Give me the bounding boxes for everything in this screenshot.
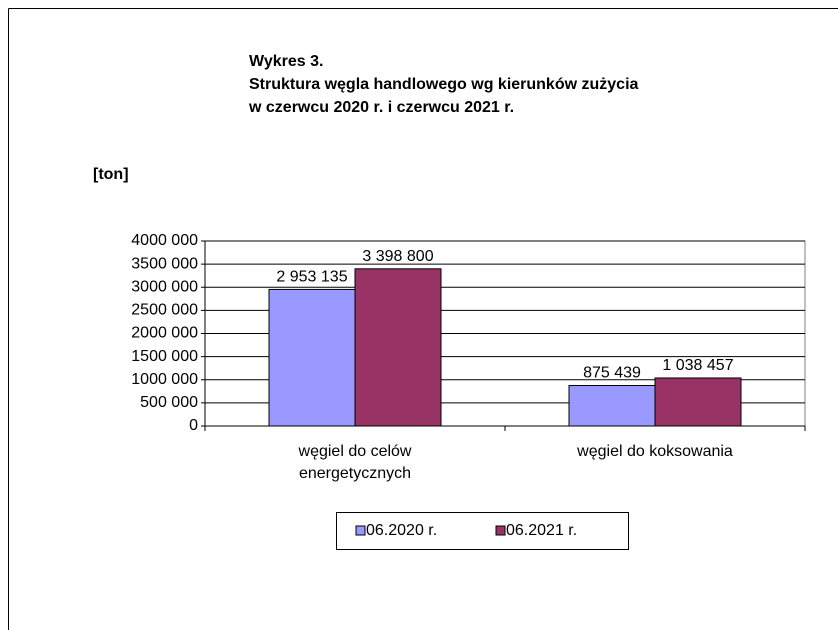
bar <box>354 268 442 427</box>
x-tick-label: węgiel do celów energetycznych <box>298 443 412 482</box>
legend-label: 06.2020 r. <box>366 522 437 539</box>
data-label: 3 398 800 <box>362 248 433 265</box>
bar <box>568 385 656 427</box>
chart-subtitle: Struktura węgla handlowego wg kierunków … <box>249 76 639 93</box>
data-label: 2 953 135 <box>276 269 347 286</box>
y-tick-label: 2000 000 <box>131 325 198 342</box>
y-tick-label: 2500 000 <box>131 302 198 319</box>
legend-swatch <box>495 525 506 536</box>
bar <box>654 377 742 427</box>
legend-label: 06.2021 r. <box>506 522 577 539</box>
bar <box>268 288 356 427</box>
chart-title: Wykres 3. <box>249 53 323 70</box>
x-tick-label: węgiel do koksowania <box>577 443 733 460</box>
y-tick-label: 4000 000 <box>131 232 198 249</box>
legend-swatch <box>355 525 366 536</box>
y-tick-label: 3000 000 <box>131 278 198 295</box>
chart-subtitle: w czerwcu 2020 r. i czerwcu 2021 r. <box>248 99 514 116</box>
y-tick-label: 1500 000 <box>131 348 198 365</box>
y-tick-label: 0 <box>189 417 198 434</box>
y-tick-label: 1000 000 <box>131 371 198 388</box>
legend-box <box>336 512 629 550</box>
y-tick-label: 3500 000 <box>131 255 198 272</box>
y-axis-label: [ton] <box>93 166 129 183</box>
data-label: 1 038 457 <box>662 357 733 374</box>
y-tick-label: 500 000 <box>140 394 198 411</box>
data-label: 875 439 <box>583 365 641 382</box>
